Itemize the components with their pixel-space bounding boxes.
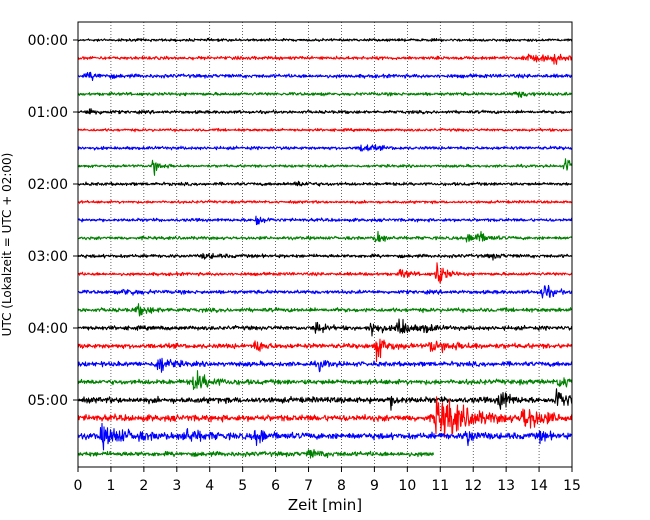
grid-lines [110,22,540,467]
x-tick-label: 4 [205,478,214,494]
x-tick-label: 15 [563,478,581,494]
trace-line [77,262,573,284]
seismic-traces [77,37,573,459]
trace-line [77,284,573,299]
trace-line [77,252,573,261]
trace-line [77,318,573,337]
y-tick-label: 00:00 [28,33,68,49]
trace-line [77,422,573,451]
x-tick-label: 7 [304,478,313,494]
trace-line [77,158,573,176]
trace-line [77,127,573,133]
trace-line [77,37,573,43]
x-tick-label: 13 [497,478,515,494]
x-axis-ticks: 0 1 2 3 4 5 6 7 8 9 10 11 12 13 14 15 [74,467,581,494]
trace-line [77,71,573,82]
trace-line [77,388,573,411]
x-tick-label: 14 [530,478,548,494]
y-axis-ticks: 00:00 01:00 02:00 03:00 04:00 05:00 [28,33,78,409]
trace-line [77,91,573,98]
trace-line [77,199,573,205]
x-tick-label: 12 [464,478,482,494]
y-tick-label: 03:00 [28,249,68,265]
trace-line [77,449,435,459]
y-tick-label: 05:00 [28,393,68,409]
x-tick-label: 2 [139,478,148,494]
x-tick-label: 11 [431,478,449,494]
x-tick-label: 9 [370,478,379,494]
trace-line [77,53,573,65]
trace-line [77,144,573,152]
y-axis-label: UTC (Lokalzeit = UTC + 02:00) [0,153,14,337]
x-tick-label: 0 [74,478,83,494]
y-tick-label: 02:00 [28,177,68,193]
trace-line [77,370,573,390]
x-tick-label: 10 [398,478,416,494]
trace-line [77,338,573,363]
x-tick-label: 6 [271,478,280,494]
y-tick-label: 04:00 [28,321,68,337]
trace-line [77,215,573,226]
x-tick-label: 5 [238,478,247,494]
y-tick-label: 01:00 [28,105,68,121]
x-tick-label: 3 [172,478,181,494]
x-tick-label: 8 [337,478,346,494]
trace-line [77,108,573,115]
trace-line [77,396,573,438]
trace-line [77,180,573,187]
trace-line [77,303,573,317]
trace-line [77,357,573,373]
x-axis-label: Zeit [min] [288,496,362,514]
x-tick-label: 1 [106,478,115,494]
plot-frame [77,21,573,468]
trace-line [77,230,573,243]
